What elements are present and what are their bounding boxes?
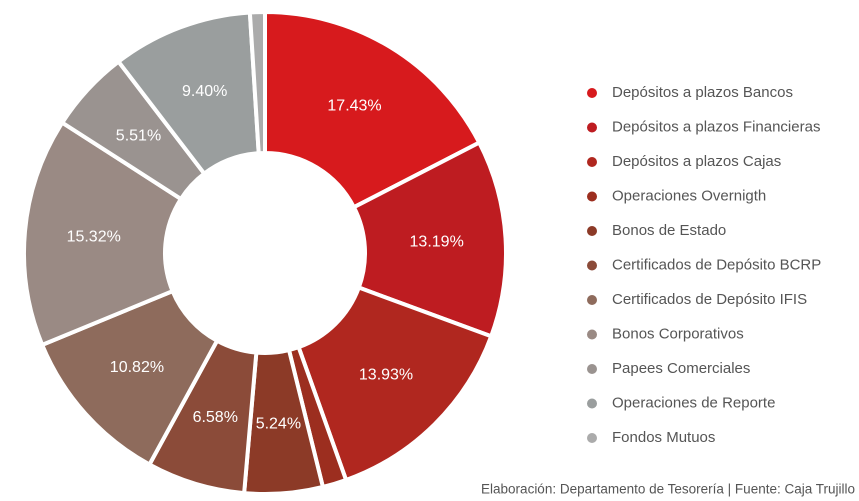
legend-label: Bonos Corporativos [612, 325, 744, 342]
legend-marker [587, 329, 597, 340]
slice-label: 13.19% [410, 234, 464, 251]
slice-label: 5.51% [116, 128, 161, 145]
slice-label: 9.40% [182, 83, 227, 100]
legend-marker [587, 88, 597, 98]
legend-marker [587, 226, 597, 236]
legend-label: Fondos Mutuos [612, 429, 715, 446]
donut-slice [263, 9, 482, 210]
donut-slice [351, 139, 508, 339]
donut-slice [296, 284, 494, 483]
source-note: Elaboración: Departamento de Tesorería |… [481, 482, 855, 497]
slice-label: 15.32% [67, 229, 121, 246]
legend-label: Certificados de Depósito IFIS [612, 291, 807, 308]
legend-marker [587, 260, 597, 271]
slice-label: 5.24% [256, 416, 301, 433]
donut-slice [247, 9, 267, 156]
legend-marker [587, 433, 597, 443]
legend-label: Depósitos a plazos Financieras [612, 118, 820, 135]
legend-marker [587, 191, 597, 202]
slice-label: 13.93% [359, 366, 413, 383]
legend-label: Operaciones Overnigth [612, 187, 766, 204]
legend-label: Certificados de Depósito BCRP [612, 256, 821, 273]
slice-label: 10.82% [110, 359, 164, 376]
slice-label: 6.58% [193, 409, 238, 426]
legend-label: Depósitos a plazos Bancos [612, 84, 793, 101]
legend-marker [587, 295, 597, 305]
donut-slice [22, 119, 184, 348]
legend-label: Papees Comerciales [612, 360, 750, 377]
legend-marker [587, 364, 597, 374]
legend-marker [587, 157, 597, 167]
legend-label: Bonos de Estado [612, 222, 726, 239]
legend-marker [587, 122, 597, 133]
slice-label: 17.43% [327, 97, 381, 114]
legend-label: Operaciones de Reporte [612, 394, 775, 411]
legend-marker [587, 398, 597, 409]
legend-label: Depósitos a plazos Cajas [612, 153, 781, 170]
